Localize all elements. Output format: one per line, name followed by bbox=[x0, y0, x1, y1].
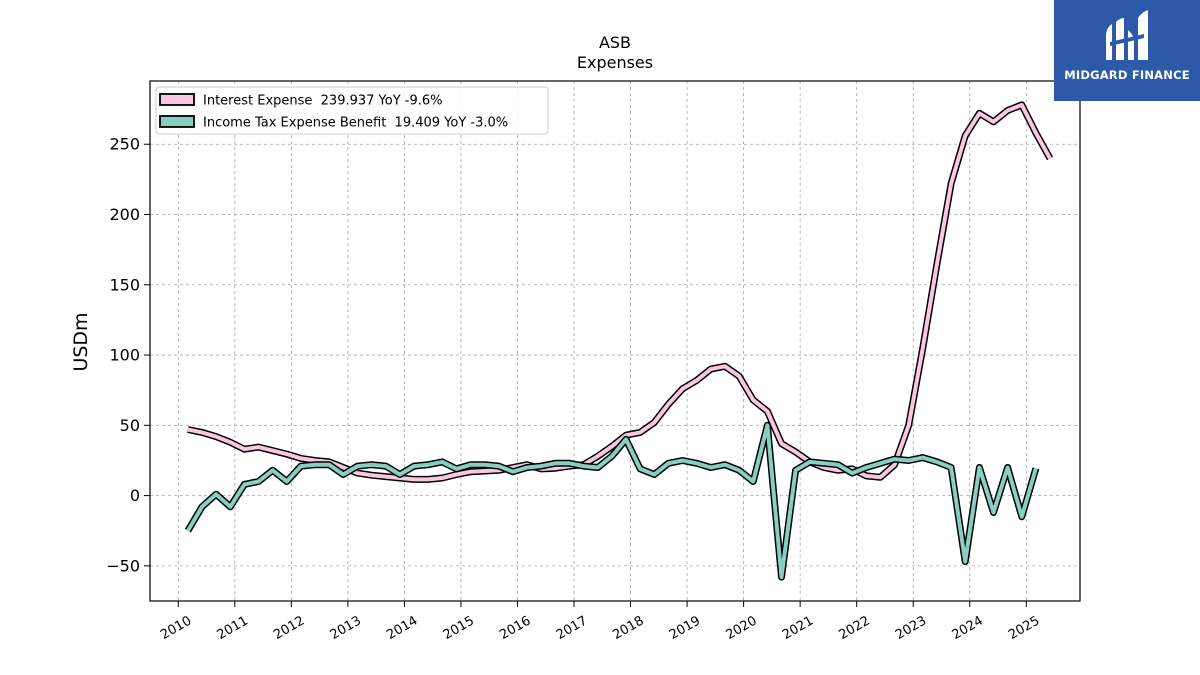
x-tick-label: 2024 bbox=[950, 613, 986, 643]
x-axis: 2010 2011 2012 2013 2014 2015 2016 2017 2018 2019… bbox=[158, 601, 1042, 643]
x-tick-label: 2015 bbox=[441, 613, 477, 643]
x-tick-label: 2022 bbox=[837, 613, 873, 643]
y-tick-label: 100 bbox=[109, 346, 140, 365]
x-tick-label: 2019 bbox=[667, 613, 703, 643]
x-tick-label: 2014 bbox=[384, 613, 420, 643]
y-axis: −50 0 50 100 150 200 250 bbox=[106, 135, 150, 575]
legend: Interest Expense 239.937 YoY -9.6% Incom… bbox=[155, 86, 549, 135]
y-tick-label: −50 bbox=[106, 556, 140, 575]
chart-title: ASB bbox=[599, 33, 631, 52]
grid bbox=[150, 81, 1080, 601]
series-line-0 bbox=[187, 102, 1052, 482]
x-tick-label: 2018 bbox=[610, 613, 646, 643]
logo-text: MIDGARD FINANCE bbox=[1064, 68, 1190, 82]
y-tick-label: 50 bbox=[120, 416, 140, 435]
x-tick-label: 2021 bbox=[780, 613, 816, 643]
series-line-1 bbox=[186, 423, 1038, 580]
logo-mark-icon bbox=[1106, 10, 1148, 60]
y-tick-label: 0 bbox=[130, 486, 140, 505]
chart-subtitle: Expenses bbox=[577, 53, 653, 72]
y-tick-label: 250 bbox=[109, 135, 140, 154]
y-axis-label: USDm bbox=[70, 312, 92, 371]
brand-logo: MIDGARD FINANCE bbox=[1054, 0, 1200, 101]
x-tick-label: 2023 bbox=[893, 613, 929, 643]
series-outline-0 bbox=[187, 101, 1054, 483]
legend-swatch-income-tax bbox=[159, 115, 195, 128]
legend-box bbox=[155, 86, 549, 135]
x-tick-label: 2011 bbox=[215, 613, 251, 643]
legend-swatch-interest-expense bbox=[159, 93, 195, 106]
x-tick-label: 2020 bbox=[723, 613, 759, 643]
y-tick-label: 200 bbox=[109, 205, 140, 224]
x-tick-label: 2017 bbox=[554, 613, 590, 643]
x-tick-label: 2012 bbox=[271, 613, 307, 643]
x-tick-label: 2010 bbox=[158, 613, 194, 643]
y-tick-label: 150 bbox=[109, 275, 140, 294]
series-layer bbox=[184, 101, 1054, 581]
x-tick-label: 2025 bbox=[1006, 613, 1042, 643]
legend-label-interest-expense: Interest Expense 239.937 YoY -9.6% bbox=[203, 94, 443, 109]
legend-label-income-tax: Income Tax Expense Benefit 19.409 YoY -3… bbox=[203, 116, 508, 131]
x-tick-label: 2013 bbox=[328, 613, 364, 643]
x-tick-label: 2016 bbox=[497, 613, 533, 643]
plot-area bbox=[149, 80, 1081, 602]
